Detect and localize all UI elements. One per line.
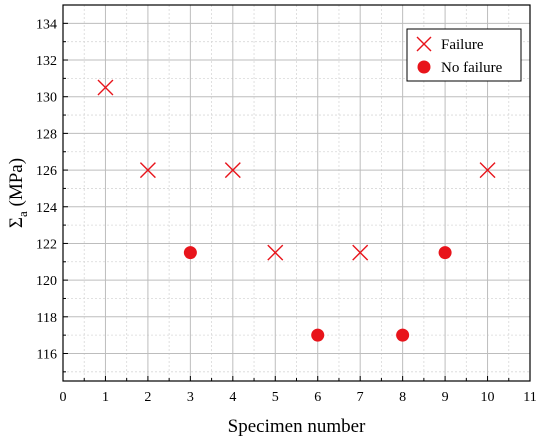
marker-stroke <box>479 162 496 179</box>
data-markers <box>97 79 496 342</box>
y-tick-label: 116 <box>37 347 57 362</box>
y-tick-label: 120 <box>36 274 57 289</box>
no-failure-marker <box>438 246 452 260</box>
x-tick-label: 2 <box>144 390 151 405</box>
y-axis-title-unit: (MPa) <box>6 158 27 211</box>
legend-failure-label: Failure <box>441 37 484 53</box>
x-tick-label: 9 <box>442 390 449 405</box>
y-tick-label: 126 <box>36 164 57 179</box>
marker-stroke <box>267 244 284 261</box>
failure-marker <box>267 244 284 261</box>
y-tick-label: 122 <box>36 237 57 252</box>
marker-stroke <box>97 79 114 96</box>
axis-ticks <box>62 22 531 381</box>
x-tick-label: 0 <box>60 390 67 405</box>
marker-stroke <box>139 162 156 179</box>
legend-x <box>416 36 432 52</box>
legend: Failure No failure <box>406 28 522 82</box>
y-tick-label: 132 <box>36 54 57 69</box>
y-tick-label: 134 <box>36 17 57 32</box>
x-tick-labels: 0 1 2 3 4 5 6 7 8 9 10 11 <box>60 390 537 405</box>
marker-stroke <box>352 244 369 261</box>
no-failure-marker <box>183 246 197 260</box>
no-failure-marker <box>396 328 410 342</box>
y-tick-labels: 116 118 120 122 124 126 128 130 132 134 <box>36 17 57 362</box>
x-tick-label: 11 <box>523 390 536 405</box>
legend-failure-marker <box>416 36 432 52</box>
legend-no-failure-label: No failure <box>441 60 503 76</box>
x-tick-label: 10 <box>481 390 495 405</box>
x-tick-label: 6 <box>314 390 321 405</box>
x-tick-label: 1 <box>102 390 109 405</box>
marker-stroke <box>416 36 432 52</box>
x-tick-label: 5 <box>272 390 279 405</box>
failure-marker <box>352 244 369 261</box>
failure-marker <box>139 162 156 179</box>
y-axis-title: Σa (MPa) <box>6 158 30 228</box>
y-tick-label: 130 <box>36 91 57 106</box>
legend-no-failure-marker <box>417 60 431 74</box>
x-tick-label: 3 <box>187 390 194 405</box>
marker-stroke <box>224 162 241 179</box>
y-tick-label: 118 <box>37 311 57 326</box>
x-tick-label: 8 <box>399 390 406 405</box>
y-axis-title-subscript: a <box>15 211 30 217</box>
y-tick-label: 124 <box>36 201 57 216</box>
failure-marker <box>97 79 114 96</box>
failure-marker <box>479 162 496 179</box>
failure-marker <box>224 162 241 179</box>
no-failure-marker <box>311 328 325 342</box>
x-tick-label: 7 <box>357 390 364 405</box>
grid-lines <box>63 5 530 381</box>
x-tick-label: 4 <box>229 390 236 405</box>
y-axis-title-symbol: Σ <box>6 217 27 228</box>
x-axis-title: Specimen number <box>228 416 366 437</box>
y-tick-label: 128 <box>36 127 57 142</box>
